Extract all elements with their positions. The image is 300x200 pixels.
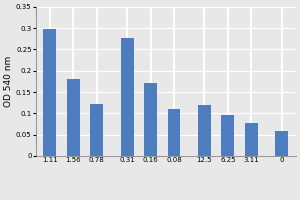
Y-axis label: OD 540 nm: OD 540 nm [4, 56, 13, 107]
Bar [90, 104, 103, 156]
Bar [144, 83, 157, 156]
Bar [167, 109, 180, 156]
Bar [67, 79, 80, 156]
Bar [221, 115, 234, 156]
Bar [121, 38, 134, 156]
Bar [44, 29, 56, 156]
Bar [198, 105, 211, 156]
Bar [275, 131, 288, 156]
Bar [245, 123, 258, 156]
